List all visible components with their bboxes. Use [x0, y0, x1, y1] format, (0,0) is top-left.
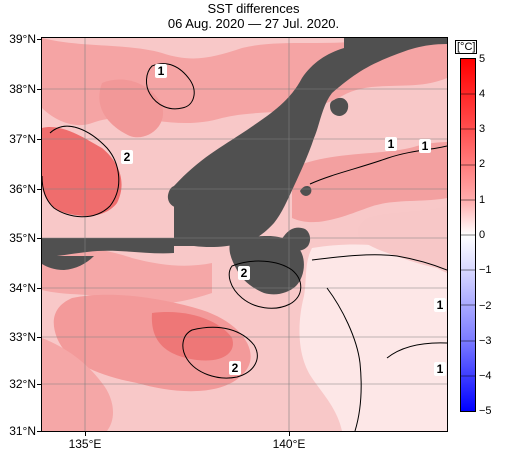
colorbar-label-5: 5 — [479, 53, 486, 65]
colorbar-label-3: 3 — [479, 123, 486, 135]
colorbar-label-4: 4 — [479, 88, 486, 100]
colorbar-label-1: 1 — [479, 194, 486, 206]
colorbar — [460, 58, 476, 412]
latitude-tick — [37, 384, 42, 385]
latitude-tick — [37, 139, 42, 140]
latitude-tick — [37, 431, 42, 432]
contour-label-1-north: 1 — [158, 64, 165, 78]
latitude-tick — [37, 337, 42, 338]
contour-line-2c-west — [42, 125, 120, 218]
land-mass-kyushu-coast — [42, 256, 94, 270]
contour-label-2-central: 2 — [241, 266, 248, 280]
colorbar-label-2: 2 — [479, 158, 486, 170]
latitude-tick — [37, 89, 42, 90]
latitude-label-39n: 39°N — [9, 32, 36, 46]
warm-area-southwest — [42, 338, 114, 431]
colorbar-label-0: 0 — [479, 229, 486, 241]
latitude-tick — [37, 39, 42, 40]
contour-label-1-northeast-a: 1 — [388, 137, 395, 151]
contour-label-background — [121, 150, 133, 164]
longitude-tick — [85, 431, 86, 436]
cool-area-east — [299, 244, 447, 431]
colorbar-unit: [°C] — [455, 40, 478, 54]
colorbar-label-minus-3: −3 — [479, 335, 492, 347]
contour-label-2-west: 2 — [124, 150, 131, 164]
land-island-north — [330, 97, 349, 116]
colorbar-label-minus-4: −4 — [479, 370, 492, 382]
land-mass-west-strip — [42, 238, 174, 257]
land-island-izu — [300, 186, 312, 196]
chart-title: SST differences 06 Aug. 2020 — 27 Jul. 2… — [0, 1, 507, 31]
contour-label-background — [385, 137, 397, 151]
latitude-label-32n: 32°N — [9, 377, 36, 391]
contour-label-background — [238, 266, 250, 280]
title-line-2: 06 Aug. 2020 — 27 Jul. 2020. — [167, 16, 340, 31]
contour-line-1c-east — [311, 254, 447, 271]
sst-map-svg: 1 2 1 1 2 1 2 1 — [42, 38, 447, 431]
contour-line-1c-far-east — [386, 342, 447, 359]
contour-label-background — [155, 64, 167, 78]
contour-label-background — [229, 361, 241, 375]
contour-label-1-northeast-b: 1 — [422, 139, 429, 153]
latitude-label-38n: 38°N — [9, 82, 36, 96]
contour-label-background — [434, 298, 446, 312]
warm-area-west — [42, 127, 122, 216]
land-island-kanto — [167, 185, 193, 208]
warm-area-northeast — [292, 142, 447, 223]
latitude-label-31n: 31°N — [9, 424, 36, 438]
contour-line-2c-south-central — [182, 326, 258, 379]
contour-line-1c-southeast — [326, 287, 362, 431]
longitude-tick — [289, 431, 290, 436]
latitude-label-35n: 35°N — [9, 231, 36, 245]
longitude-label-135e: 135°E — [68, 437, 102, 451]
latitude-tick — [37, 288, 42, 289]
longitude-label-140e: 140°E — [272, 437, 306, 451]
latitude-label-34n: 34°N — [9, 281, 36, 295]
contour-line-2c-central — [228, 260, 302, 309]
land-mass-japan-main — [174, 38, 447, 248]
title-line-1: SST differences — [207, 1, 300, 16]
warm-area-northwest — [99, 79, 164, 138]
latitude-label-37n: 37°N — [9, 132, 36, 146]
sst-map: 1 2 1 1 2 1 2 1 — [41, 37, 448, 432]
colorbar-label-minus-5: −5 — [479, 405, 492, 417]
contour-label-2-south-central: 2 — [232, 361, 239, 375]
warm-area-deep-south-central — [151, 312, 233, 361]
contour-label-background — [434, 362, 446, 376]
contour-label-1-east: 1 — [437, 298, 444, 312]
contour-label-1-southeast: 1 — [437, 362, 444, 376]
latitude-label-33n: 33°N — [9, 330, 36, 344]
latitude-tick — [37, 189, 42, 190]
contour-label-background — [419, 139, 431, 153]
latitude-label-36n: 36°N — [9, 182, 36, 196]
colorbar-label-minus-2: −2 — [479, 300, 492, 312]
contour-line-1c-north — [146, 63, 195, 110]
latitude-tick — [37, 238, 42, 239]
colorbar-svg — [461, 59, 475, 411]
colorbar-label-minus-1: −1 — [479, 264, 492, 276]
